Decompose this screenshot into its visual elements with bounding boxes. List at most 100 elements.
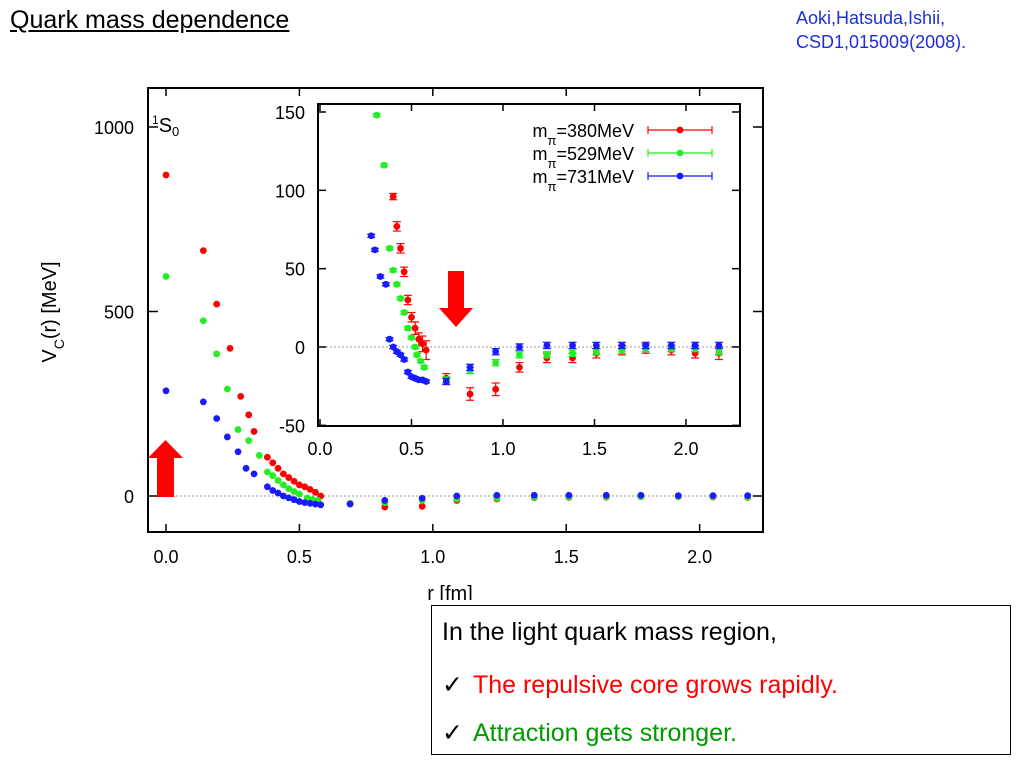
inset-data-point [400,309,408,316]
main-y-tick-label: 500 [104,303,134,323]
inset-data-point [404,296,412,304]
main-data-point [226,345,234,352]
main-data-point [674,492,682,500]
legend-swatch-point [676,149,684,157]
inset-data-point [691,342,699,349]
main-data-point [263,453,271,461]
inset-y-tick-label: 0 [295,338,305,358]
inset-data-point [516,343,523,351]
inset-y-tick-label: 150 [275,103,305,123]
inset-data-point [415,335,423,343]
main-data-point [280,481,287,489]
legend-label: mπ=529MeV [532,144,634,171]
inset-x-tick-label: 2.0 [673,439,698,459]
main-y-tick-label: 0 [124,487,134,507]
notes-intro: In the light quark mass region, [442,618,777,646]
main-x-tick-label: 0.0 [153,547,178,567]
main-data-point [744,492,752,500]
main-data-point [213,415,221,422]
inset-data-point [380,161,388,169]
main-data-point [296,498,303,505]
inset-x-tick-label: 1.0 [490,439,515,459]
inset-data-point [543,342,551,349]
main-data-point [285,485,293,493]
main-data-point [274,464,282,472]
inset-data-point [371,246,379,254]
inset-data-point [411,343,419,351]
legend-label: mπ=380MeV [532,121,634,148]
legend-swatch-point [676,126,684,134]
inset-data-point [466,390,474,398]
main-data-point [493,491,501,499]
inset-x-tick-label: 0.0 [307,439,332,459]
main-data-point [290,496,298,504]
main-data-point [213,350,221,358]
main-data-point [199,398,207,406]
inset-data-point [397,351,404,359]
inset-data-point [417,357,425,365]
inset-data-point [543,351,551,359]
main-data-point [317,501,325,509]
main-x-tick-label: 2.0 [687,547,712,567]
inset-data-point [492,385,500,393]
main-data-point [530,491,538,499]
main-y-axis-label: VC(r) [MeV] [39,261,67,362]
main-data-point [245,437,253,445]
main-x-axis-label: r [fm] [427,583,473,600]
down-arrow-icon [439,271,473,327]
inset-data-point [386,244,393,252]
main-data-point [242,464,250,472]
main-data-point [255,452,263,459]
main-data-point [263,468,271,476]
up-arrow-icon [148,440,183,497]
inset-data-point [492,348,500,356]
main-x-tick-label: 0.5 [287,547,312,567]
notes-point-attraction: ✓ Attraction gets stronger. [442,718,737,748]
inset-data-point [397,295,404,302]
main-data-point [269,472,277,480]
notes-point-2-text: Attraction gets stronger. [472,719,737,747]
inset-data-point [516,363,523,371]
main-data-point [234,426,242,433]
main-data-point [269,459,277,467]
main-x-tick-label: 1.5 [554,547,579,567]
inset-data-point [386,335,393,343]
main-data-point [296,481,303,489]
inset-data-point [376,273,384,280]
inset-data-point [422,346,430,354]
inset-data-point [389,343,397,351]
inset-data-point [715,342,723,349]
checkmark-icon: ✓ [442,719,463,747]
main-data-point [453,492,461,500]
main-data-point [274,477,282,484]
main-data-point [602,491,610,499]
inset-y-tick-label: 100 [275,181,305,201]
inset-data-point [400,268,408,276]
inset-y-tick-label: 50 [285,260,305,280]
checkmark-icon: ✓ [442,671,463,699]
main-data-point [162,171,170,179]
legend-swatch-point [676,172,684,180]
inset-data-point [397,244,404,252]
inset-data-point [404,368,412,376]
inset-plot-frame [317,103,741,427]
main-data-point [245,411,253,419]
inset-data-point [618,342,626,349]
main-data-point [285,494,293,502]
main-data-point [290,477,298,485]
main-data-point [346,500,354,508]
main-data-point [223,385,231,393]
inset-data-point [592,348,600,356]
slide-title: Quark mass dependence [10,6,290,34]
main-data-point [301,483,309,491]
main-data-point [162,387,170,395]
inset-data-point [667,342,675,349]
main-data-point [312,500,319,508]
inset-data-point [411,324,419,332]
main-data-point [199,247,207,255]
main-data-point [223,433,231,441]
inset-data-point [569,349,576,357]
legend-label: mπ=731MeV [532,167,634,194]
main-data-point [269,487,277,494]
